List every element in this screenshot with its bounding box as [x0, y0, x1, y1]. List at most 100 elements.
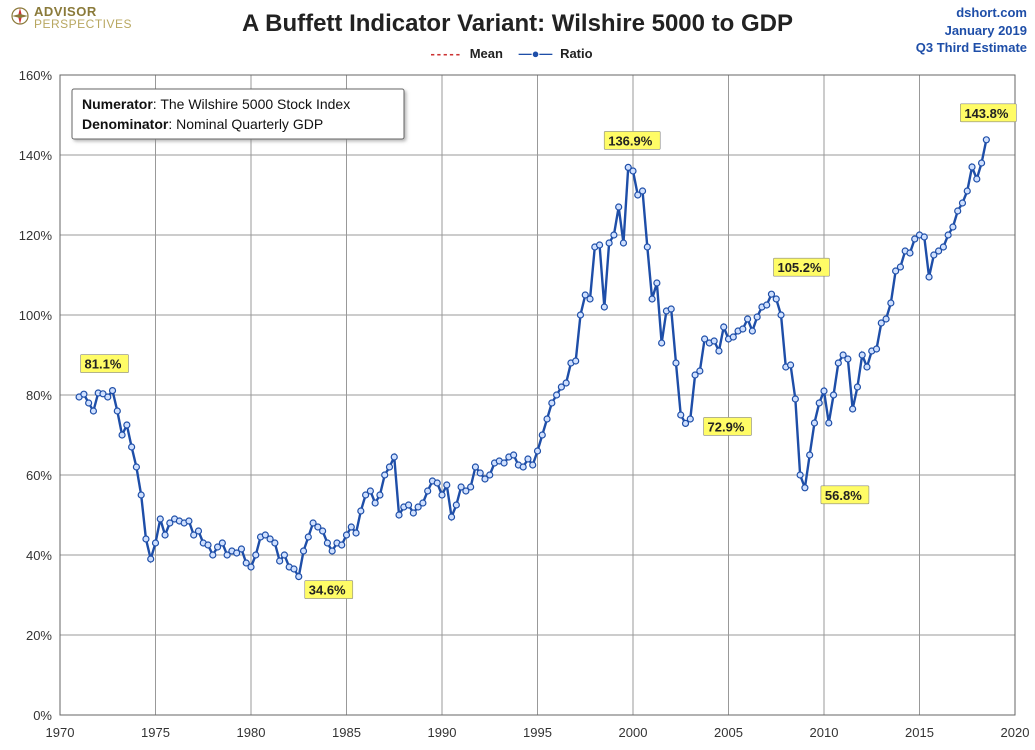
ratio-marker [897, 264, 903, 270]
ratio-marker [367, 488, 373, 494]
ratio-marker [745, 316, 751, 322]
x-tick-label: 1990 [428, 725, 457, 740]
ratio-marker [883, 316, 889, 322]
ratio-marker [477, 470, 483, 476]
ratio-marker [277, 558, 283, 564]
ratio-marker [950, 224, 956, 230]
ratio-marker [740, 326, 746, 332]
ratio-marker [396, 512, 402, 518]
ratio-marker [329, 548, 335, 554]
ratio-marker [816, 400, 822, 406]
ratio-marker [979, 160, 985, 166]
ratio-marker [831, 392, 837, 398]
callout-label: 34.6% [309, 583, 346, 598]
ratio-marker [888, 300, 894, 306]
ratio-marker [453, 502, 459, 508]
ratio-marker [272, 540, 278, 546]
ratio-marker [110, 388, 116, 394]
ratio-marker [926, 274, 932, 280]
ratio-markers [76, 137, 989, 580]
ratio-marker [420, 500, 426, 506]
ratio-marker [764, 302, 770, 308]
ratio-marker [802, 485, 808, 491]
mean-swatch-icon: ----- [430, 46, 462, 61]
ratio-marker [305, 534, 311, 540]
x-tick-label: 1970 [46, 725, 75, 740]
ratio-marker [945, 232, 951, 238]
ratio-marker [281, 552, 287, 558]
ratio-marker [969, 164, 975, 170]
callout: 34.6% [305, 581, 353, 599]
ratio-marker [449, 514, 455, 520]
ratio-marker [195, 528, 201, 534]
ratio-marker [186, 518, 192, 524]
ratio-marker [324, 540, 330, 546]
ratio-marker [874, 346, 880, 352]
ratio-marker [382, 472, 388, 478]
ratio-marker [296, 574, 302, 580]
y-tick-label: 20% [26, 628, 52, 643]
ratio-marker [143, 536, 149, 542]
callout: 81.1% [81, 355, 129, 373]
callout: 136.9% [604, 131, 660, 149]
ratio-marker [468, 484, 474, 490]
y-tick-label: 100% [19, 308, 53, 323]
y-tick-label: 0% [33, 708, 52, 723]
x-tick-label: 2015 [905, 725, 934, 740]
ratio-marker [205, 542, 211, 548]
callout-label: 56.8% [825, 488, 862, 503]
ratio-marker [649, 296, 655, 302]
x-tick-label: 2000 [619, 725, 648, 740]
ratio-marker [525, 456, 531, 462]
ratio-marker [520, 464, 526, 470]
chart-title: A Buffett Indicator Variant: Wilshire 50… [0, 10, 1035, 38]
ratio-marker [792, 396, 798, 402]
ratio-marker [730, 334, 736, 340]
ratio-marker [854, 384, 860, 390]
ratio-marker [711, 338, 717, 344]
ratio-marker [955, 208, 961, 214]
ratio-marker [434, 480, 440, 486]
ratio-marker [850, 406, 856, 412]
chart: 1970197519801985199019952000200520102015… [0, 0, 1035, 750]
ratio-marker [606, 240, 612, 246]
x-tick-label: 1985 [332, 725, 361, 740]
ratio-marker [358, 508, 364, 514]
ratio-marker [859, 352, 865, 358]
ratio-marker [406, 502, 412, 508]
ratio-marker [487, 472, 493, 478]
ratio-marker [544, 416, 550, 422]
ratio-marker [644, 244, 650, 250]
ratio-marker [291, 566, 297, 572]
ratio-marker [86, 400, 92, 406]
ratio-marker [339, 542, 345, 548]
x-tick-label: 1980 [237, 725, 266, 740]
ratio-marker [377, 492, 383, 498]
y-tick-label: 40% [26, 548, 52, 563]
y-tick-label: 80% [26, 388, 52, 403]
source-line1: dshort.com [916, 4, 1027, 22]
ratio-marker [601, 304, 607, 310]
ratio-marker [391, 454, 397, 460]
ratio-marker [539, 432, 545, 438]
infobox-line1: Numerator: The Wilshire 5000 Stock Index [82, 96, 350, 112]
callout-label: 143.8% [964, 106, 1009, 121]
ratio-marker [687, 416, 693, 422]
ratio-marker [105, 394, 111, 400]
grid [60, 75, 1015, 715]
ratio-marker [573, 358, 579, 364]
x-tick-label: 1975 [141, 725, 170, 740]
ratio-marker [864, 364, 870, 370]
ratio-marker [162, 532, 168, 538]
ratio-marker [372, 500, 378, 506]
ratio-marker [353, 530, 359, 536]
ratio-marker [511, 452, 517, 458]
ratio-marker [301, 548, 307, 554]
ratio-marker [668, 306, 674, 312]
ratio-marker [501, 460, 507, 466]
ratio-marker [129, 444, 135, 450]
y-tick-label: 140% [19, 148, 53, 163]
ratio-marker [697, 368, 703, 374]
ratio-marker [344, 532, 350, 538]
ratio-marker [410, 510, 416, 516]
